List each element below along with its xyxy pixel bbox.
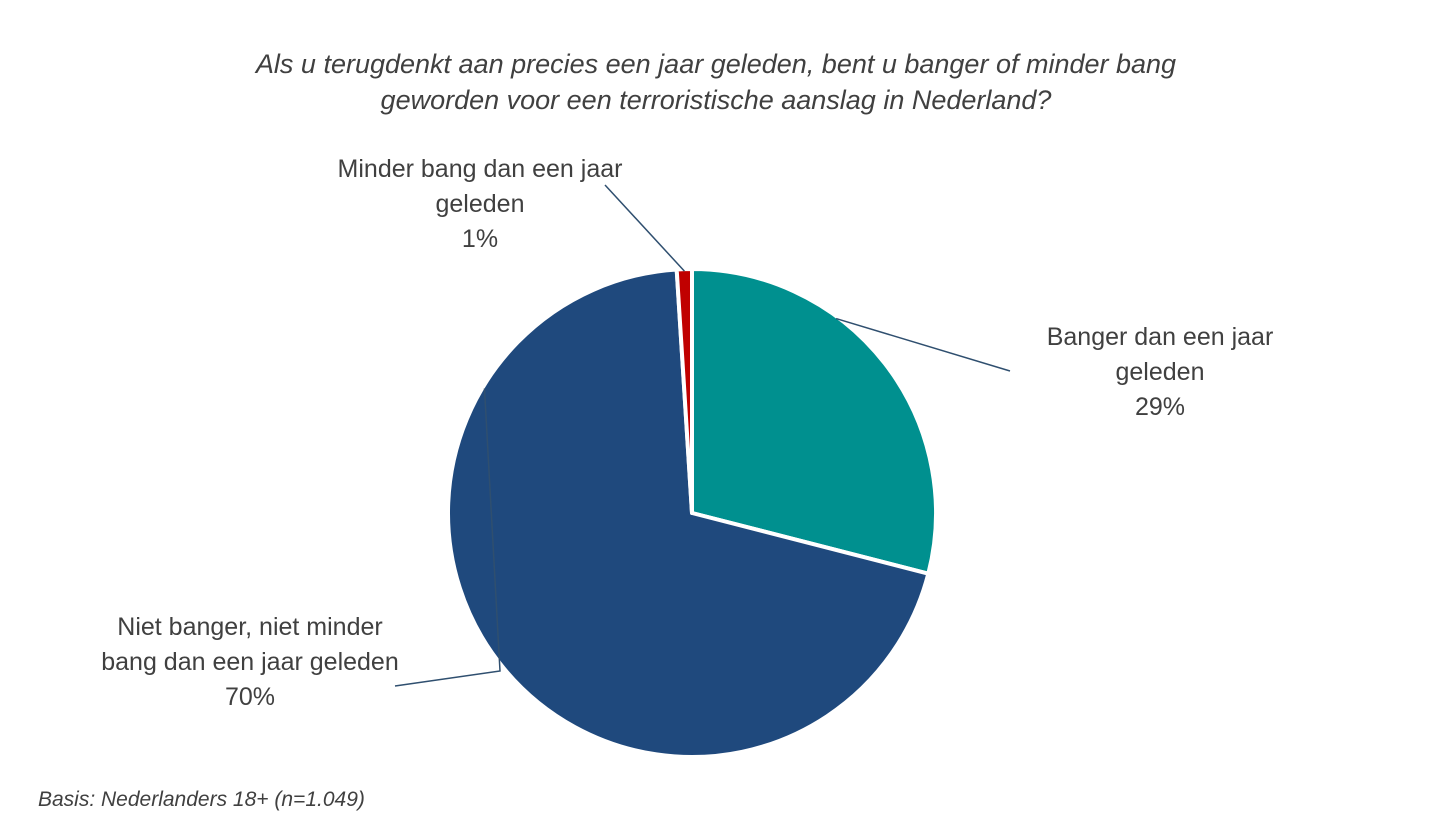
leader-line-banger — [835, 317, 1011, 372]
data-label-niet-banger-value: 70% — [224, 683, 276, 711]
chart-title: Als u terugdenkt aan precies een jaar ge… — [0, 46, 1432, 118]
data-label-minder-bang: Minder bang dan een jaar geleden 1% — [320, 152, 640, 257]
data-label-minder-bang-line-2: geleden — [435, 190, 525, 218]
pie-slice-niet-banger — [446, 267, 931, 759]
data-label-niet-banger-line-1: Niet banger, niet minder — [117, 613, 383, 641]
data-label-niet-banger-line-2: bang dan een jaar geleden — [101, 648, 399, 676]
leader-lines — [394, 184, 1011, 687]
data-label-banger-line-2: geleden — [1115, 358, 1205, 386]
data-label-minder-bang-line-1: Minder bang dan een jaar — [337, 155, 623, 183]
chart-title-line-1: Als u terugdenkt aan precies een jaar ge… — [255, 49, 1177, 79]
leader-line-niet-banger — [394, 388, 501, 687]
pie-slice-minder-bang — [674, 266, 694, 515]
leader-line-minder-bang — [604, 184, 685, 272]
chart-title-line-2: geworden voor een terroristische aanslag… — [380, 85, 1052, 115]
footnote: Basis: Nederlanders 18+ (n=1.049) — [38, 788, 365, 811]
pie-slice-banger — [690, 267, 938, 576]
data-label-banger: Banger dan een jaar geleden 29% — [1020, 320, 1300, 425]
pie-slices — [446, 266, 938, 759]
data-label-minder-bang-value: 1% — [461, 225, 499, 253]
data-label-banger-value: 29% — [1134, 393, 1186, 421]
data-label-banger-line-1: Banger dan een jaar — [1046, 323, 1274, 351]
data-label-niet-banger: Niet banger, niet minder bang dan een ja… — [80, 610, 420, 715]
